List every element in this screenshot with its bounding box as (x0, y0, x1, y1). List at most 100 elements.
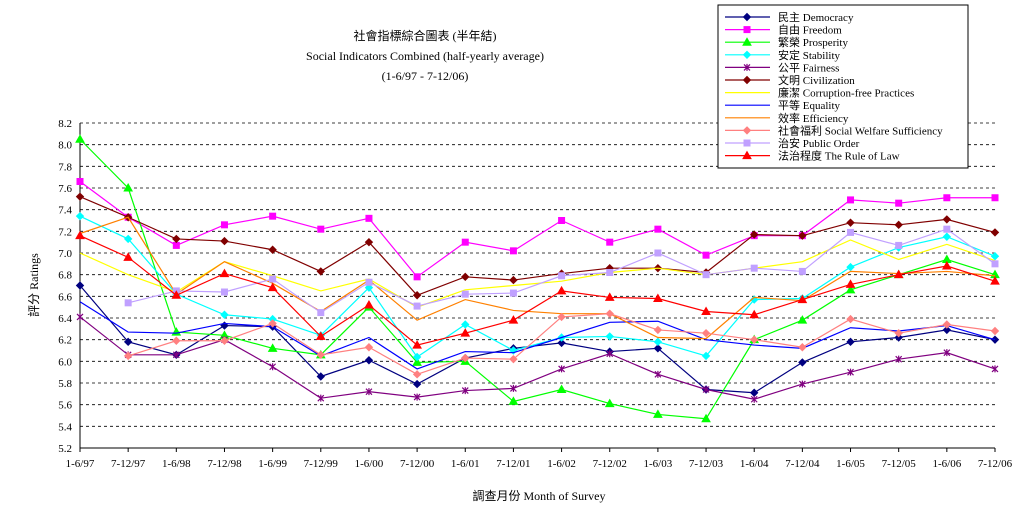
series-line (79, 181, 995, 278)
data-point (653, 293, 663, 302)
data-point (798, 231, 807, 240)
data-point (365, 388, 373, 396)
x-tick-label: 1-6/06 (932, 458, 961, 470)
data-point (220, 336, 229, 345)
title-line-3: (1-6/97 - 7-12/06) (382, 69, 469, 83)
data-point (75, 211, 85, 221)
y-tick-label: 5.6 (58, 400, 72, 412)
data-point (893, 269, 904, 279)
legend-label: 廉潔 Corruption-free Practices (778, 86, 914, 100)
legend-label: 公平 Fairness (778, 62, 839, 74)
series-11 (75, 230, 1000, 349)
x-tick-labels: 1-6/97 7-12/97 1-6/98 7-12/98 1-6/99 7-12/99 1… (66, 458, 1013, 470)
data-point (557, 338, 566, 348)
data-point (460, 328, 471, 337)
data-point (461, 272, 470, 282)
chart-title: 社會指標綜合圖表 (半年結) Social Indicators Combine… (306, 28, 544, 83)
data-point (846, 262, 855, 272)
legend-box (717, 4, 969, 169)
data-point (315, 331, 326, 340)
y-tick-label: 6.4 (58, 313, 72, 325)
y-tick-label: 5.8 (58, 378, 72, 390)
data-point (604, 398, 615, 408)
data-point (941, 260, 952, 270)
data-point (702, 386, 710, 393)
data-point (412, 291, 422, 300)
x-tick-label: 7-12/02 (593, 458, 627, 470)
data-point (75, 134, 85, 143)
x-tick-label: 1-6/01 (451, 458, 480, 470)
data-point (364, 283, 374, 292)
data-point (508, 396, 519, 405)
legend-entry: 民主 Democracy (725, 11, 854, 24)
data-point (267, 343, 278, 352)
data-point (943, 225, 951, 233)
data-point (895, 199, 903, 207)
series-lines (75, 134, 1000, 423)
y-tick-label: 7.6 (58, 183, 72, 195)
data-point (75, 230, 85, 240)
data-point (413, 393, 421, 401)
series-line (79, 138, 996, 420)
x-tick-label: 1-6/98 (162, 458, 191, 470)
data-point (509, 247, 517, 255)
data-point (412, 379, 422, 389)
y-tick-label: 7.8 (58, 161, 72, 173)
data-point (461, 320, 470, 329)
data-point (894, 220, 903, 230)
series-6 (79, 239, 996, 308)
data-point (558, 365, 566, 373)
data-point (75, 281, 85, 290)
legend-label: 自由 Freedom (778, 23, 842, 37)
series-line (79, 196, 996, 296)
legend-label: 法治程度 The Rule of Law (778, 149, 900, 163)
x-tick-label: 7-12/05 (882, 458, 917, 470)
series-9 (123, 309, 1000, 379)
data-point (269, 212, 277, 220)
data-point (412, 352, 422, 362)
data-point (990, 252, 1000, 261)
data-point (461, 387, 469, 395)
x-tick-label: 1-6/03 (644, 458, 673, 470)
data-point (317, 309, 325, 317)
legend-label: 民主 Democracy (778, 11, 854, 24)
x-tick-label: 1-6/99 (258, 458, 287, 470)
data-point (798, 343, 807, 352)
data-point (990, 228, 1000, 237)
data-point (990, 276, 1000, 285)
legend-label: 安定 Stability (778, 48, 841, 62)
legend-swatch-marker (742, 12, 752, 22)
data-point (798, 380, 806, 388)
data-point (364, 356, 374, 365)
data-point (364, 343, 374, 352)
data-point (220, 310, 229, 319)
series-7 (79, 301, 996, 370)
data-point (220, 236, 229, 246)
x-tick-label: 1-6/00 (355, 458, 384, 470)
data-point (701, 413, 711, 423)
legend-entry: 平等 Equality (725, 98, 841, 112)
x-tick-label: 1-6/05 (836, 458, 865, 470)
y-tick-label: 5.2 (58, 443, 72, 455)
series-line (79, 215, 996, 358)
data-point (990, 326, 1000, 336)
data-point (365, 214, 373, 222)
legend-swatch-marker (742, 126, 752, 135)
data-point (172, 351, 180, 359)
data-point (268, 245, 277, 254)
data-point (508, 315, 519, 324)
data-point (509, 275, 518, 285)
data-point (461, 353, 470, 363)
data-point (702, 251, 710, 259)
y-tick-label: 6.6 (58, 291, 72, 303)
series-line (79, 285, 996, 394)
data-point (267, 282, 278, 292)
y-tick-label: 7.2 (58, 226, 72, 238)
data-point (845, 284, 856, 294)
data-point (942, 325, 952, 335)
legend-entry: 安定 Stability (725, 48, 841, 62)
data-point (701, 351, 711, 361)
y-tick-label: 6.0 (58, 356, 72, 368)
